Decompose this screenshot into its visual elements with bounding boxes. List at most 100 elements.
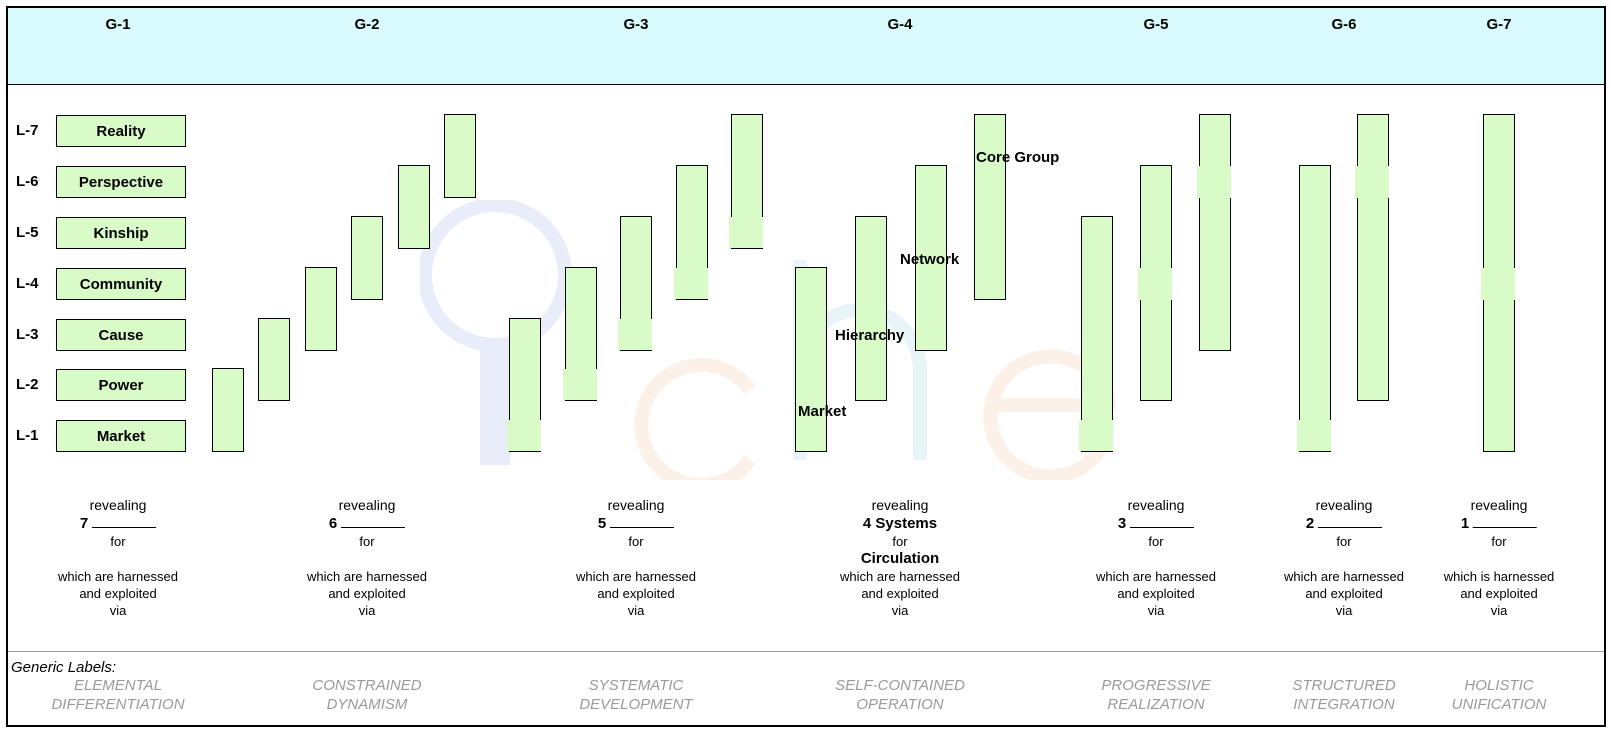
bar-gap bbox=[1481, 268, 1515, 300]
bar-cap bbox=[212, 451, 244, 452]
level-code-5: L-5 bbox=[16, 224, 39, 241]
generic-label-g6: STRUCTURED INTEGRATION bbox=[1292, 676, 1395, 714]
bar-cap bbox=[855, 216, 887, 217]
bar-cap bbox=[258, 318, 290, 319]
bar-cap bbox=[731, 114, 763, 115]
bar-cap bbox=[305, 267, 337, 268]
revealing-count: 6 bbox=[307, 514, 427, 534]
level-span-bar bbox=[1297, 166, 1331, 452]
diagram-frame bbox=[6, 6, 1606, 727]
revealing-word: revealing bbox=[89, 497, 147, 513]
revealing-count: 7 bbox=[58, 514, 178, 534]
harness-line: which are harnessed bbox=[58, 569, 178, 584]
generic-label-line: DIFFERENTIATION bbox=[51, 696, 185, 713]
generation-header-3: G-3 bbox=[623, 16, 649, 33]
for-word: for bbox=[359, 534, 375, 549]
harness-line: via bbox=[358, 603, 376, 618]
bar-gap bbox=[507, 420, 541, 452]
harness-line: which are harnessed bbox=[307, 569, 427, 584]
bar-cap bbox=[1081, 216, 1113, 217]
harness-line: and exploited bbox=[1460, 586, 1538, 601]
revealing-number: 4 Systems bbox=[862, 515, 938, 532]
generic-label-line: DYNAMISM bbox=[326, 696, 408, 713]
harness-line: via bbox=[1335, 603, 1353, 618]
revealing-number: 1 bbox=[1460, 515, 1470, 532]
generic-label-line: CONSTRAINED bbox=[312, 677, 422, 694]
bar-cap bbox=[795, 267, 827, 268]
revealing-caption-g3: revealing 5 for which are harnessed and expl… bbox=[576, 496, 696, 619]
fill-in-blank bbox=[1318, 515, 1383, 528]
generic-label-g1: ELEMENTAL DIFFERENTIATION bbox=[51, 676, 184, 714]
for-word: for bbox=[892, 534, 908, 549]
harness-line: which is harnessed bbox=[1443, 569, 1555, 584]
network-label: Network bbox=[900, 251, 960, 268]
level-box-label: Kinship bbox=[93, 224, 149, 242]
bar-gap bbox=[563, 369, 597, 401]
level-code-4: L-4 bbox=[16, 275, 39, 292]
level-box-market: Market bbox=[56, 420, 186, 452]
for-word: for bbox=[110, 534, 126, 549]
level-box-reality: Reality bbox=[56, 115, 186, 147]
revealing-caption-g7: revealing 1 for which is harnessed and explo… bbox=[1444, 496, 1555, 619]
level-span-bar bbox=[351, 217, 383, 300]
harness-line: and exploited bbox=[1117, 586, 1195, 601]
level-span-bar bbox=[915, 166, 947, 351]
level-code-6: L-6 bbox=[16, 173, 39, 190]
bar-cap bbox=[565, 267, 597, 268]
level-box-community: Community bbox=[56, 268, 186, 300]
bar-cap bbox=[1483, 114, 1515, 115]
bar-cap bbox=[795, 451, 827, 452]
harness-line: and exploited bbox=[79, 586, 157, 601]
revealing-word: revealing bbox=[1470, 497, 1528, 513]
generic-label-g4: SELF-CONTAINED OPERATION bbox=[835, 676, 965, 714]
bar-cap bbox=[398, 248, 430, 249]
harness-line: which are harnessed bbox=[1096, 569, 1216, 584]
level-code-3: L-3 bbox=[16, 326, 39, 343]
revealing-word: revealing bbox=[1127, 497, 1185, 513]
level-span-bar bbox=[1197, 115, 1231, 351]
generic-label-line: INTEGRATION bbox=[1293, 696, 1395, 713]
bar-cap bbox=[351, 216, 383, 217]
revealing-number: 2 bbox=[1305, 515, 1315, 532]
level-span-bar bbox=[305, 268, 337, 351]
fill-in-blank bbox=[1473, 515, 1538, 528]
bar-gap bbox=[1355, 166, 1389, 198]
bar-gap bbox=[1079, 420, 1113, 452]
watermark-logo bbox=[420, 200, 1117, 480]
level-span-bar bbox=[212, 369, 244, 452]
level-span-bar bbox=[974, 115, 1006, 300]
harness-line: via bbox=[891, 603, 909, 618]
revealing-number: 5 bbox=[597, 515, 607, 532]
level-span-bar bbox=[674, 166, 708, 300]
generic-label-line: OPERATION bbox=[856, 696, 944, 713]
generic-labels-heading: Generic Labels: bbox=[11, 659, 117, 676]
level-code-2: L-2 bbox=[16, 376, 39, 393]
level-span-bar bbox=[398, 166, 430, 249]
level-box-label: Cause bbox=[98, 326, 144, 344]
fill-in-blank bbox=[1130, 515, 1195, 528]
revealing-caption-g4: revealing 4 Systems for Circulation which ar… bbox=[840, 496, 960, 619]
bar-cap bbox=[212, 368, 244, 369]
generation-header-6: G-6 bbox=[1331, 16, 1357, 33]
revealing-count: 5 bbox=[576, 514, 696, 534]
generic-label-line: HOLISTIC bbox=[1464, 677, 1534, 694]
bar-cap bbox=[1199, 114, 1231, 115]
bar-gap bbox=[1138, 268, 1172, 300]
level-span-bar bbox=[258, 319, 290, 401]
harness-line: which are harnessed bbox=[840, 569, 960, 584]
revealing-caption-g2: revealing 6 for which are harnessed and expl… bbox=[307, 496, 427, 619]
for-word: for bbox=[1491, 534, 1507, 549]
bar-cap bbox=[1483, 451, 1515, 452]
bar-gap bbox=[674, 268, 708, 300]
level-box-perspective: Perspective bbox=[56, 166, 186, 198]
harness-line: via bbox=[109, 603, 127, 618]
revealing-count: 3 bbox=[1096, 514, 1216, 534]
bar-cap bbox=[620, 216, 652, 217]
bar-cap bbox=[565, 400, 597, 401]
level-box-label: Community bbox=[79, 275, 163, 293]
revealing-count: 4 Systems bbox=[840, 514, 960, 534]
revealing-word: revealing bbox=[1315, 497, 1373, 513]
revealing-word: revealing bbox=[871, 497, 929, 513]
bar-gap bbox=[1197, 166, 1231, 198]
bar-cap bbox=[1299, 451, 1331, 452]
